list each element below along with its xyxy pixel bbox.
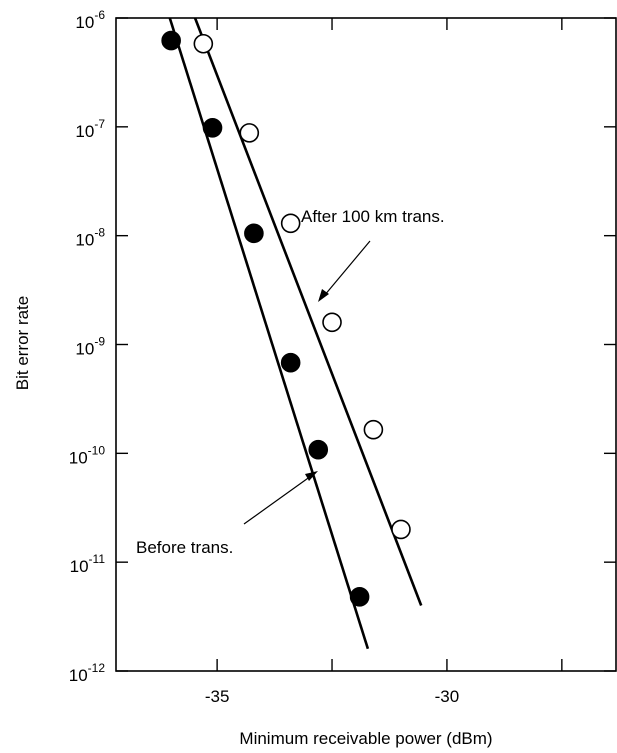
annotation-before-arrowhead	[305, 471, 318, 481]
annotation-before-transmission: Before trans.	[136, 538, 233, 557]
data-point-series-0-5	[349, 587, 370, 607]
ticks-group: -35 -30 10-6 10-7 10-8 10-9 10-10 10-11 10-12	[69, 8, 616, 706]
data-point-series-1-3	[322, 312, 342, 333]
fit-line-series-1	[193, 17, 423, 606]
data-point-series-0-2	[244, 223, 264, 244]
x-tick-label-1: -30	[435, 687, 460, 706]
data-point-series-1-1	[239, 123, 260, 143]
data-point-series-0-1	[202, 117, 223, 138]
fit-line-series-0	[168, 17, 370, 650]
x-axis-label: Minimum receivable power (dBm)	[239, 729, 492, 748]
data-points-group	[161, 30, 411, 607]
data-point-series-1-2	[280, 213, 301, 234]
y-tick-label-4: 10-10	[69, 443, 106, 467]
data-point-series-0-4	[308, 439, 329, 460]
y-tick-label-0: 10-6	[75, 8, 105, 32]
y-tick-label-1: 10-7	[75, 117, 105, 141]
y-axis-label: Bit error rate	[13, 296, 32, 390]
data-point-series-1-4	[363, 419, 384, 440]
data-point-series-0-0	[161, 30, 181, 51]
fit-lines-group	[168, 17, 423, 650]
annotation-after-arrow-line	[323, 240, 371, 297]
data-point-series-1-5	[391, 519, 411, 540]
plot-frame-group	[115, 17, 617, 672]
annotation-after-arrowhead	[318, 289, 329, 302]
plot-frame	[115, 17, 617, 672]
y-tick-label-3: 10-9	[75, 335, 105, 359]
y-tick-label-5: 10-11	[70, 552, 106, 576]
annotation-after-transmission: After 100 km trans.	[301, 207, 445, 226]
data-point-series-1-0	[193, 33, 214, 54]
x-tick-label-0: -35	[205, 687, 230, 706]
y-tick-label-6: 10-12	[69, 661, 106, 685]
y-tick-label-2: 10-8	[75, 226, 105, 250]
data-point-series-0-3	[280, 352, 301, 373]
annotation-before-arrow-line	[243, 475, 312, 525]
